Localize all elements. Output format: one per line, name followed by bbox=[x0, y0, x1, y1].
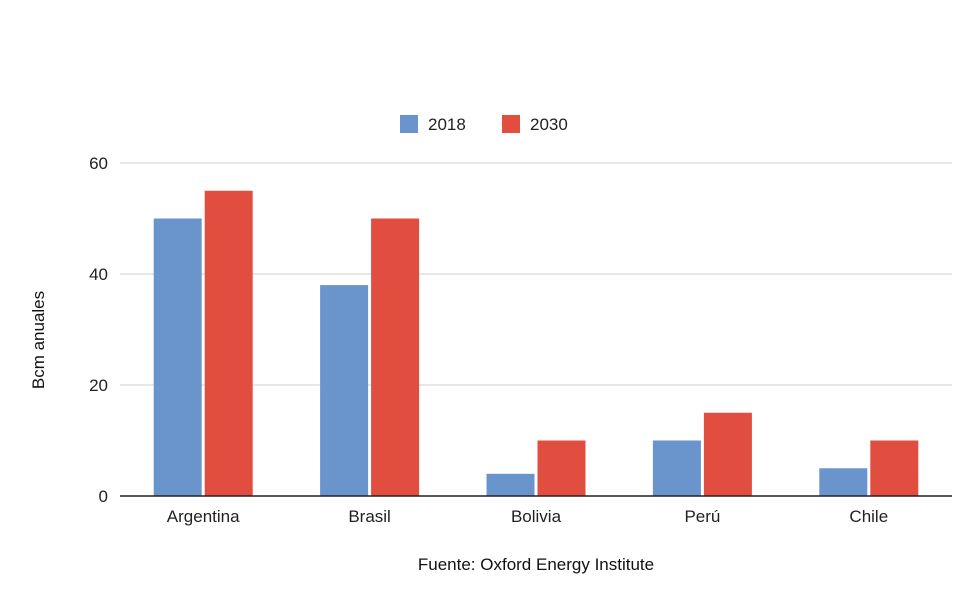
x-axis-title: Fuente: Oxford Energy Institute bbox=[418, 555, 654, 574]
bar-2018-Argentina bbox=[153, 218, 202, 496]
bar-2030-Argentina bbox=[204, 190, 253, 496]
y-tick-labels: 0 20 40 60 bbox=[89, 154, 108, 506]
y-axis-title: Bcm anuales bbox=[29, 291, 48, 389]
y-tick-label: 20 bbox=[89, 376, 108, 395]
bar-2018-Perú bbox=[652, 440, 701, 496]
y-tick-label: 0 bbox=[99, 487, 108, 506]
x-category-labels: Argentina Brasil Bolivia Perú Chile bbox=[167, 507, 888, 526]
bar-2030-Perú bbox=[703, 412, 752, 496]
legend-label: 2018 bbox=[428, 115, 466, 134]
x-category-label: Bolivia bbox=[511, 507, 562, 526]
legend-swatch-2018 bbox=[400, 115, 418, 133]
bars bbox=[153, 190, 919, 496]
x-category-label: Argentina bbox=[167, 507, 240, 526]
y-tick-label: 40 bbox=[89, 265, 108, 284]
gridlines bbox=[120, 162, 952, 386]
bar-2030-Brasil bbox=[371, 218, 420, 496]
bar-2018-Bolivia bbox=[486, 473, 535, 496]
y-tick-label: 60 bbox=[89, 154, 108, 173]
x-category-label: Chile bbox=[849, 507, 888, 526]
legend-swatch-2030 bbox=[502, 115, 520, 133]
x-category-label: Perú bbox=[684, 507, 720, 526]
x-category-label: Brasil bbox=[348, 507, 391, 526]
bar-2030-Chile bbox=[870, 440, 919, 496]
bar-2018-Chile bbox=[819, 468, 868, 496]
bar-2030-Bolivia bbox=[537, 440, 586, 496]
legend: 2018 2030 bbox=[400, 115, 568, 134]
legend-label: 2030 bbox=[530, 115, 568, 134]
bar-2018-Brasil bbox=[320, 285, 369, 496]
